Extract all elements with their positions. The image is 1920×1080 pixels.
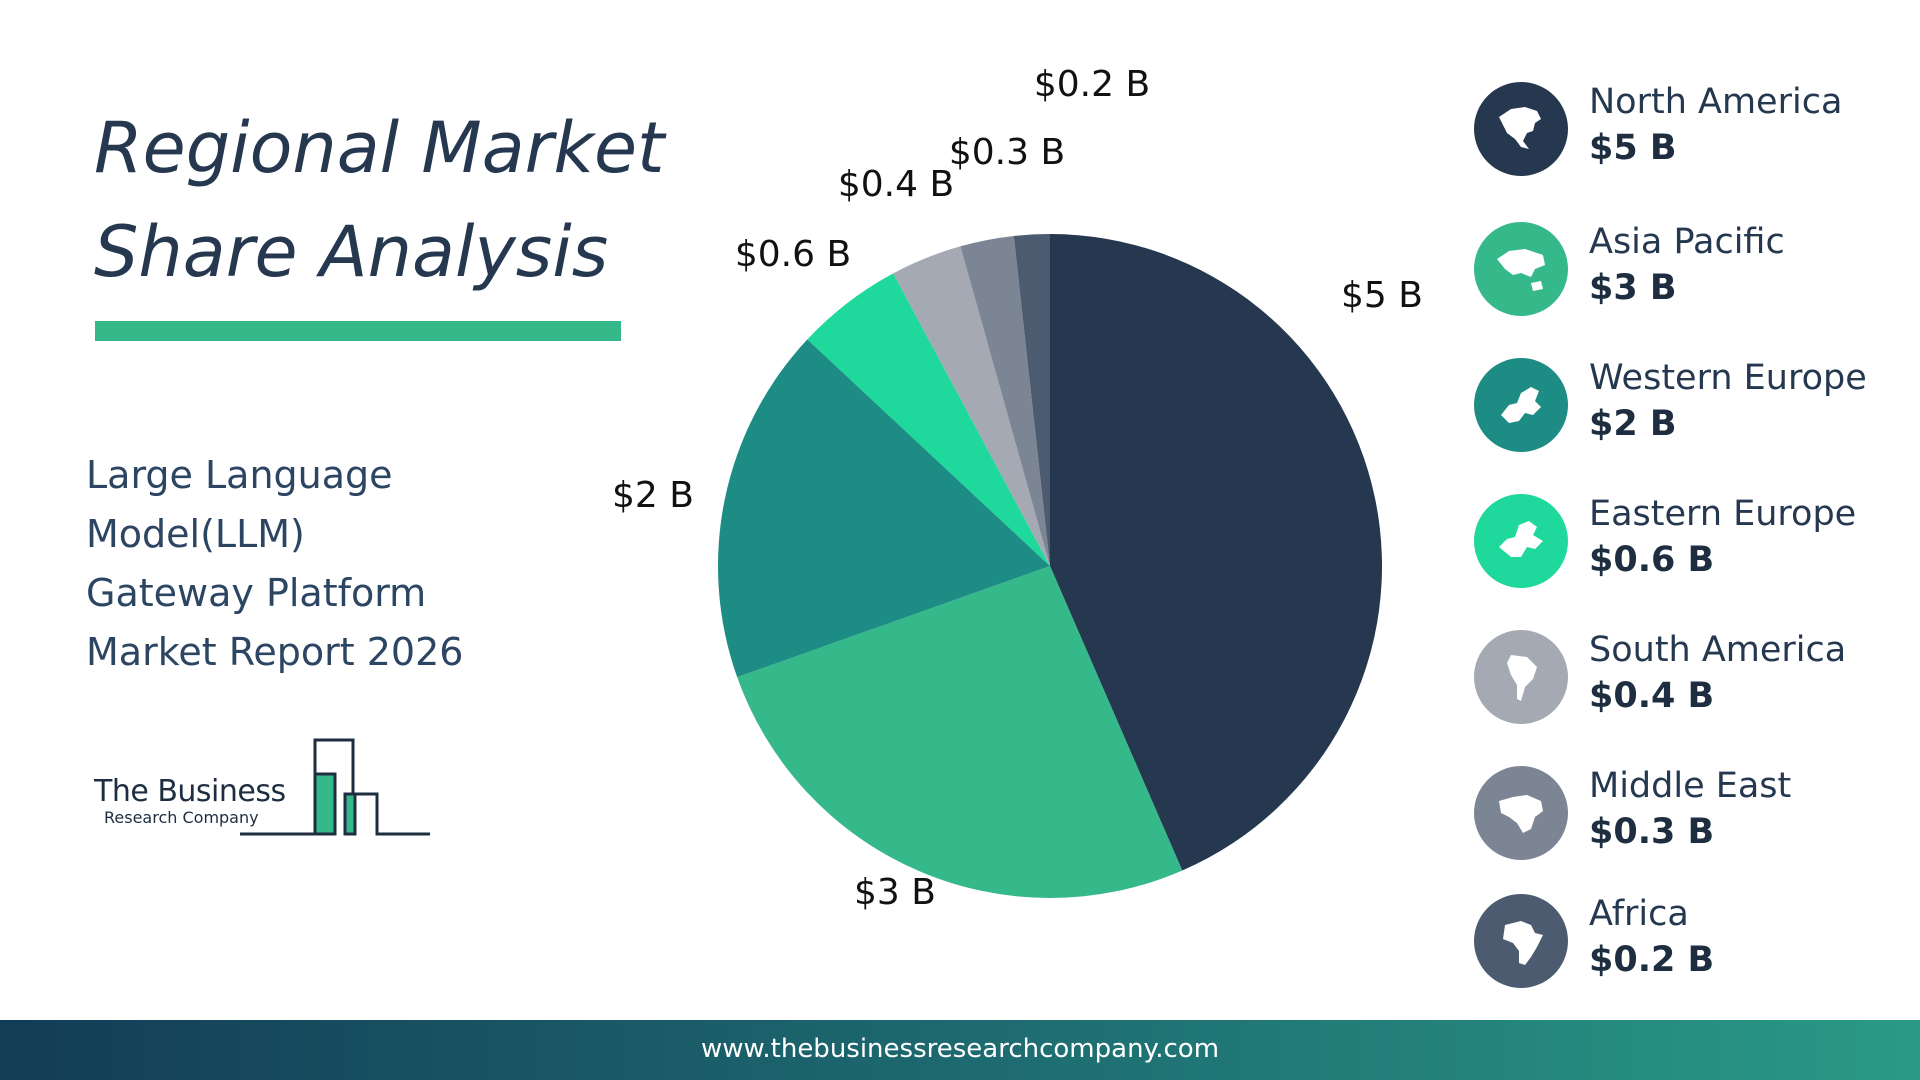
subtitle-line-2: Model(LLM) (86, 512, 305, 556)
eastern-europe-map-icon (1474, 494, 1568, 588)
logo-buildings-icon (240, 738, 430, 836)
legend-item-africa: Africa $0.2 B (1474, 894, 1914, 994)
subtitle-line-3: Gateway Platform (86, 571, 427, 615)
legend-value: $0.6 B (1589, 540, 1715, 580)
report-subtitle: Large Language Model(LLM) Gateway Platfo… (86, 446, 526, 682)
legend-item-middle-east: Middle East $0.3 B (1474, 766, 1914, 866)
page-title-line-2: Share Analysis (94, 211, 609, 293)
legend-value: $5 B (1589, 128, 1677, 168)
subtitle-line-1: Large Language (86, 453, 393, 497)
legend-item-north-america: North America $5 B (1474, 82, 1914, 182)
pie-slice-south-america (893, 246, 1050, 566)
pie-data-label: $2 B (612, 475, 694, 516)
title-underline (95, 321, 621, 341)
legend-label: Asia Pacific (1589, 222, 1785, 262)
legend-item-eastern-europe: Eastern Europe $0.6 B (1474, 494, 1914, 594)
pie-data-label: $0.4 B (838, 164, 954, 205)
asia-pacific-map-icon (1474, 222, 1568, 316)
pie-slice-middle-east (960, 235, 1050, 566)
south-america-map-icon (1474, 630, 1568, 724)
pie-data-label: $0.2 B (1034, 64, 1150, 105)
pie-data-label: $5 B (1341, 275, 1423, 316)
legend-item-asia-pacific: Asia Pacific $3 B (1474, 222, 1914, 322)
pie-slice-eastern-europe (807, 273, 1050, 566)
north-america-map-icon (1474, 82, 1568, 176)
legend-label: Western Europe (1589, 358, 1867, 398)
footer-bar: www.thebusinessresearchcompany.com (0, 1020, 1920, 1080)
legend-label: Africa (1589, 894, 1689, 934)
footer-website-link[interactable]: www.thebusinessresearchcompany.com (700, 1034, 1220, 1064)
legend-label: Middle East (1589, 766, 1792, 806)
legend-value: $0.2 B (1589, 940, 1715, 980)
legend-item-western-europe: Western Europe $2 B (1474, 358, 1914, 458)
legend-value: $2 B (1589, 404, 1677, 444)
logo-tagline: Research Company (104, 808, 259, 827)
pie-data-label: $3 B (854, 872, 936, 913)
legend-item-south-america: South America $0.4 B (1474, 630, 1914, 730)
africa-map-icon (1474, 894, 1568, 988)
logo-name: The Business (94, 774, 286, 809)
western-europe-map-icon (1474, 358, 1568, 452)
pie-slice-western-europe (718, 339, 1050, 678)
pie-data-label: $0.3 B (949, 132, 1065, 173)
legend-value: $0.4 B (1589, 676, 1715, 716)
pie-data-label: $0.6 B (735, 234, 851, 275)
pie-slice-africa (1013, 234, 1050, 566)
pie-slice-north-america (1050, 234, 1382, 871)
legend-value: $0.3 B (1589, 812, 1715, 852)
page-title-line-1: Regional Market (94, 107, 665, 189)
company-logo: The Business Research Company (90, 730, 440, 840)
page-title: Regional Market Share Analysis (94, 96, 694, 304)
subtitle-line-4: Market Report 2026 (86, 630, 464, 674)
pie-slice-asia-pacific (737, 566, 1183, 898)
legend-label: South America (1589, 630, 1847, 670)
legend-label: Eastern Europe (1589, 494, 1857, 534)
middle-east-map-icon (1474, 766, 1568, 860)
legend-value: $3 B (1589, 268, 1677, 308)
legend-label: North America (1589, 82, 1843, 122)
